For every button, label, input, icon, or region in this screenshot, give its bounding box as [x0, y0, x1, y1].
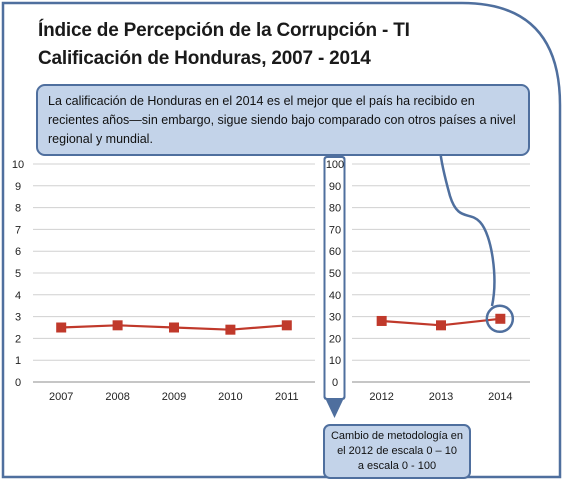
highlight-circle [485, 304, 515, 334]
methodology-note: Cambio de metodología en el 2012 de esca… [323, 424, 471, 479]
x-tick-label: 2014 [488, 391, 512, 403]
y-tick-label: 2 [15, 333, 21, 345]
data-point-marker [112, 320, 123, 331]
x-tick-label: 2013 [429, 391, 453, 403]
y-tick-label: 10 [329, 355, 341, 367]
x-tick-label: 2010 [218, 391, 242, 403]
y-tick-label: 5 [15, 268, 21, 280]
data-point-marker [169, 322, 179, 333]
x-tick-label: 2012 [369, 391, 393, 403]
callout-pointer [438, 148, 496, 307]
chart-title-line-2: Calificación de Honduras, 2007 - 2014 [38, 48, 371, 69]
y-tick-label: 20 [329, 333, 341, 345]
axis-0-100: 0 10 20 30 40 50 60 70 80 90 100 [326, 159, 344, 389]
chart-2007-2011: 0 1 2 3 4 5 6 7 8 9 10 2007 2008 2009 2010 2011 [12, 159, 315, 403]
y-tick-label: 40 [329, 290, 341, 302]
x-tick-label: 2009 [162, 391, 186, 403]
y-tick-label: 50 [329, 268, 341, 280]
y-tick-label: 100 [326, 159, 344, 171]
methodology-note-line-2: el 2012 de escala 0 – 10 [337, 445, 457, 457]
methodology-note-line-3: a escala 0 - 100 [357, 460, 437, 472]
y-tick-label: 0 [332, 377, 338, 389]
x-tick-label: 2008 [105, 391, 129, 403]
callout-box: La calificación de Honduras en el 2014 e… [36, 84, 530, 156]
y-tick-label: 60 [329, 246, 341, 258]
data-point-marker [281, 320, 292, 331]
y-tick-label: 90 [329, 181, 341, 193]
y-tick-label: 80 [329, 203, 341, 215]
scale-change-arrow [323, 156, 346, 418]
y-tick-label: 6 [15, 246, 21, 258]
x-tick-label: 2007 [49, 391, 73, 403]
y-tick-label: 3 [15, 312, 21, 324]
methodology-note-line-1: Cambio de metodología en [330, 430, 464, 442]
data-point-marker [495, 313, 506, 324]
x-tick-label: 2011 [275, 391, 299, 403]
y-tick-label: 9 [15, 181, 21, 193]
chart-title-line-1: Índice de Percepción de la Corrupción - … [38, 20, 410, 41]
y-tick-label: 8 [15, 203, 21, 215]
data-point-marker [225, 324, 236, 335]
y-tick-label: 10 [12, 159, 24, 171]
y-tick-label: 7 [15, 224, 21, 236]
y-tick-label: 4 [15, 290, 21, 302]
chart-2012-2014: 2012 2013 2014 [352, 163, 530, 403]
data-point-marker [436, 320, 446, 331]
y-tick-label: 70 [329, 224, 341, 236]
data-point-marker [376, 315, 387, 326]
y-tick-label: 1 [15, 355, 21, 367]
y-tick-label: 0 [15, 377, 21, 389]
data-point-marker [56, 322, 67, 333]
y-tick-label: 30 [329, 312, 341, 324]
